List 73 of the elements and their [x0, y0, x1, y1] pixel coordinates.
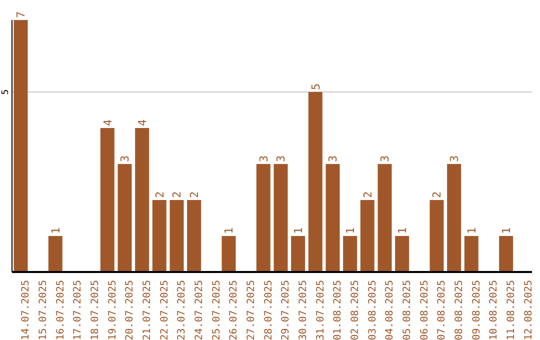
x-tick-label: 02.08.2025 — [350, 280, 361, 340]
bar — [378, 164, 392, 272]
bar — [152, 200, 166, 272]
data-label: 2 — [170, 191, 184, 198]
x-tick-label: 25.07.2025 — [211, 280, 222, 340]
x-tick-label: 22.07.2025 — [159, 280, 170, 340]
x-tick-label: 26.07.2025 — [228, 280, 240, 340]
x-tick-label: 20.07.2025 — [124, 280, 136, 340]
x-tick-label: 17.07.2025 — [72, 280, 84, 340]
x-tick-label: 30.07.2025 — [298, 280, 309, 340]
data-label: 1 — [222, 227, 236, 234]
x-tick-label: 24.07.2025 — [194, 280, 205, 340]
x-tick-label: 12.08.2025 — [523, 280, 534, 340]
x-tick-label: 08.08.2025 — [454, 280, 465, 340]
bar — [326, 164, 340, 272]
data-label: 2 — [188, 191, 202, 198]
data-label: 3 — [118, 155, 132, 162]
bar — [48, 236, 62, 272]
data-label: 3 — [326, 155, 340, 162]
bar — [430, 200, 444, 272]
data-label: 2 — [361, 191, 374, 198]
bar — [291, 236, 306, 272]
x-tick-label: 23.07.2025 — [176, 280, 188, 340]
x-tick-label: 05.08.2025 — [402, 280, 413, 340]
x-tick-label: 18.07.2025 — [90, 280, 101, 340]
bar — [360, 200, 374, 272]
data-label: 1 — [396, 227, 410, 234]
data-label: 4 — [101, 119, 114, 126]
data-label: 4 — [136, 119, 150, 126]
data-label: 1 — [292, 227, 306, 234]
data-label: 3 — [257, 155, 270, 162]
x-tick-label: 15.07.2025 — [38, 280, 49, 340]
x-tick-label: 14.07.2025 — [20, 280, 32, 340]
data-label: 5 — [309, 83, 322, 90]
bar — [170, 200, 184, 272]
bar — [256, 164, 270, 272]
x-tick-label: 21.07.2025 — [142, 280, 153, 340]
x-tick-label: 01.08.2025 — [332, 280, 344, 340]
x-tick-label: 04.08.2025 — [384, 280, 396, 340]
data-label: 2 — [430, 191, 444, 198]
x-tick-label: 09.08.2025 — [471, 280, 482, 340]
data-label: 1 — [344, 227, 358, 234]
bar — [187, 200, 202, 272]
bar — [343, 236, 358, 272]
data-label: 3 — [378, 155, 392, 162]
data-label: 1 — [500, 227, 514, 234]
x-tick-label: 19.07.2025 — [107, 280, 118, 340]
x-tick-label: 31.07.2025 — [315, 280, 326, 340]
bar — [222, 236, 236, 272]
x-tick-label: 28.07.2025 — [263, 280, 274, 340]
data-label: 1 — [465, 227, 478, 234]
bar — [118, 164, 132, 272]
bar — [100, 128, 114, 272]
x-tick-label: 16.07.2025 — [55, 280, 66, 340]
x-tick-label: 03.08.2025 — [367, 280, 378, 340]
bar — [464, 236, 478, 272]
x-tick-label: 11.08.2025 — [506, 280, 517, 340]
bar — [395, 236, 410, 272]
bar — [308, 92, 322, 272]
data-label: 3 — [274, 155, 288, 162]
x-tick-label: 27.07.2025 — [246, 280, 257, 340]
x-tick-label: 29.07.2025 — [280, 280, 292, 340]
bar — [499, 236, 514, 272]
data-label: 2 — [153, 191, 166, 198]
bar — [274, 164, 288, 272]
x-tick-label: 07.08.2025 — [436, 280, 448, 340]
x-tick-label: 10.08.2025 — [488, 280, 500, 340]
data-label: 3 — [448, 155, 462, 162]
bar — [135, 128, 150, 272]
bar — [447, 164, 462, 272]
data-label: 7 — [14, 11, 28, 18]
x-tick-label: 06.08.2025 — [419, 280, 430, 340]
data-label: 1 — [49, 227, 62, 234]
